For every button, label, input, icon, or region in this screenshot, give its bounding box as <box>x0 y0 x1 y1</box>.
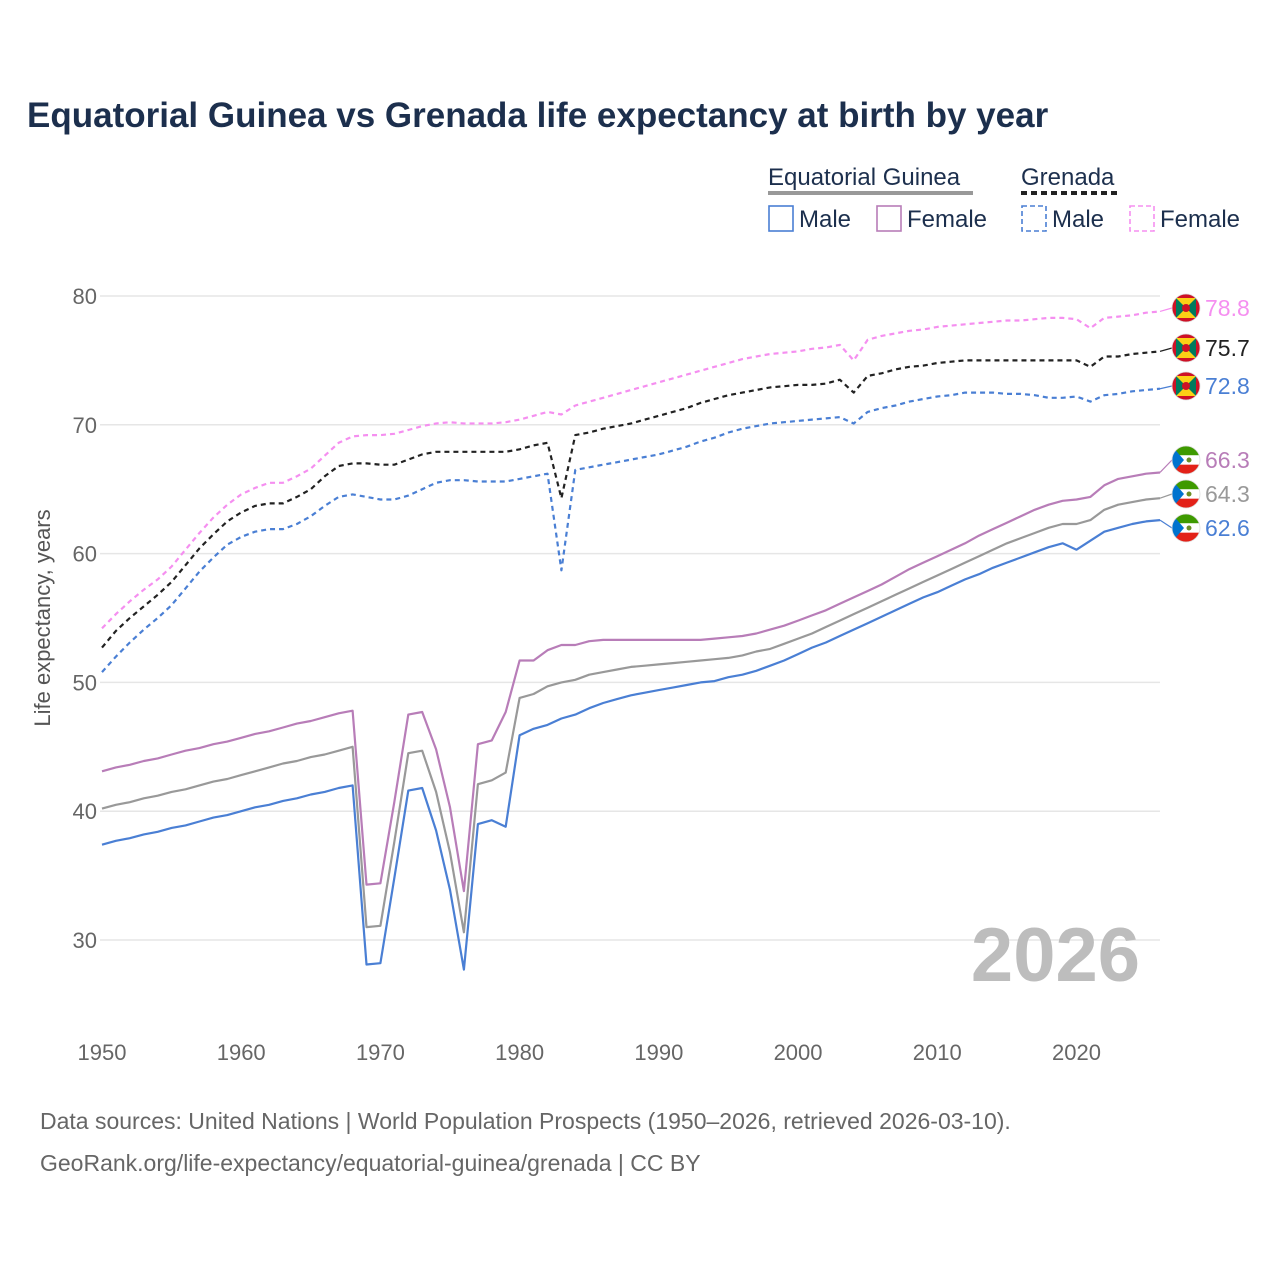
series-line-equatorial-guinea-total <box>101 497 1161 934</box>
x-tick-label: 1950 <box>78 1040 127 1065</box>
legend-swatch <box>1021 205 1047 232</box>
end-label-leader <box>1159 459 1173 473</box>
end-label-grenada-male: 72.8 <box>1159 371 1250 401</box>
equatorial-guinea-flag-icon <box>1171 513 1201 543</box>
y-tick-label: 80 <box>73 284 97 309</box>
legend-swatch <box>1129 205 1155 232</box>
series-line-equatorial-guinea-female <box>101 471 1161 893</box>
grenada-flag-icon <box>1171 371 1201 401</box>
current-year-label: 2026 <box>971 913 1140 998</box>
series-lines <box>101 310 1161 971</box>
end-labels: 78.8 75.7 72.8 66.3 64.3 62.6 <box>1159 293 1250 543</box>
series-line-grenada-male <box>101 387 1161 673</box>
legend-group-title: Equatorial Guinea <box>768 164 961 191</box>
x-tick-label: 2000 <box>774 1040 823 1065</box>
x-tick-label: 1990 <box>634 1040 683 1065</box>
y-axis: 30 40 50 60 70 80 Life expectancy, years <box>30 284 97 953</box>
series-line-grenada-female <box>101 310 1161 630</box>
end-label-equatorial-guinea-total: 64.3 <box>1159 479 1250 509</box>
end-value-label: 62.6 <box>1205 515 1250 541</box>
legend-item-label: Male <box>799 206 851 233</box>
y-tick-label: 60 <box>73 542 97 567</box>
legend-item-grenada-male[interactable]: Male <box>1021 205 1104 233</box>
end-value-label: 66.3 <box>1205 447 1250 473</box>
legend-item-grenada-female[interactable]: Female <box>1129 205 1240 233</box>
y-tick-label: 50 <box>73 670 97 695</box>
legend-group-grenada: Grenada <box>1021 164 1119 195</box>
end-label-leader <box>1159 347 1173 352</box>
legend: Equatorial Guinea Grenada Male Female Male Fe… <box>768 164 1240 233</box>
legend-group-equatorial-guinea: Equatorial Guinea <box>768 164 973 195</box>
x-tick-label: 2010 <box>913 1040 962 1065</box>
grenada-flag-icon <box>1171 333 1201 363</box>
y-tick-label: 40 <box>73 799 97 824</box>
legend-group-title: Grenada <box>1021 164 1115 191</box>
legend-item-label: Female <box>907 206 987 233</box>
end-label-equatorial-guinea-male: 62.6 <box>1159 513 1250 543</box>
x-tick-label: 1980 <box>495 1040 544 1065</box>
end-value-label: 75.7 <box>1205 335 1250 361</box>
chart-title: Equatorial Guinea vs Grenada life expect… <box>27 96 1049 135</box>
y-tick-label: 30 <box>73 928 97 953</box>
source-text: Data sources: United Nations | World Pop… <box>40 1108 1011 1134</box>
x-tick-label: 1960 <box>217 1040 266 1065</box>
end-label-leader <box>1159 307 1173 313</box>
end-label-leader <box>1159 519 1173 529</box>
series-line-grenada-total <box>101 350 1161 649</box>
equatorial-guinea-flag-icon <box>1171 479 1201 509</box>
end-label-leader <box>1159 493 1173 499</box>
end-label-grenada-female: 78.8 <box>1159 293 1250 323</box>
x-tick-label: 2020 <box>1052 1040 1101 1065</box>
y-tick-label: 70 <box>73 413 97 438</box>
end-value-label: 78.8 <box>1205 295 1250 321</box>
legend-item-label: Female <box>1160 206 1240 233</box>
x-axis: 1950 1960 1970 1980 1990 2000 2010 2020 <box>78 1040 1101 1065</box>
end-label-grenada-total: 75.7 <box>1159 333 1250 363</box>
source-link[interactable]: GeoRank.org/life-expectancy/equatorial-g… <box>40 1150 701 1176</box>
y-axis-label: Life expectancy, years <box>30 509 55 726</box>
legend-swatch <box>768 205 794 232</box>
end-value-label: 64.3 <box>1205 481 1250 507</box>
equatorial-guinea-flag-icon <box>1171 445 1201 475</box>
legend-item-label: Male <box>1052 206 1104 233</box>
legend-item-equatorial-guinea-female[interactable]: Female <box>876 205 987 233</box>
end-label-leader <box>1159 385 1173 390</box>
series-line-equatorial-guinea-male <box>101 519 1161 971</box>
legend-swatch <box>876 205 902 232</box>
end-value-label: 72.8 <box>1205 373 1250 399</box>
end-label-equatorial-guinea-female: 66.3 <box>1159 445 1250 475</box>
legend-item-equatorial-guinea-male[interactable]: Male <box>768 205 851 233</box>
x-tick-label: 1970 <box>356 1040 405 1065</box>
grenada-flag-icon <box>1171 293 1201 323</box>
